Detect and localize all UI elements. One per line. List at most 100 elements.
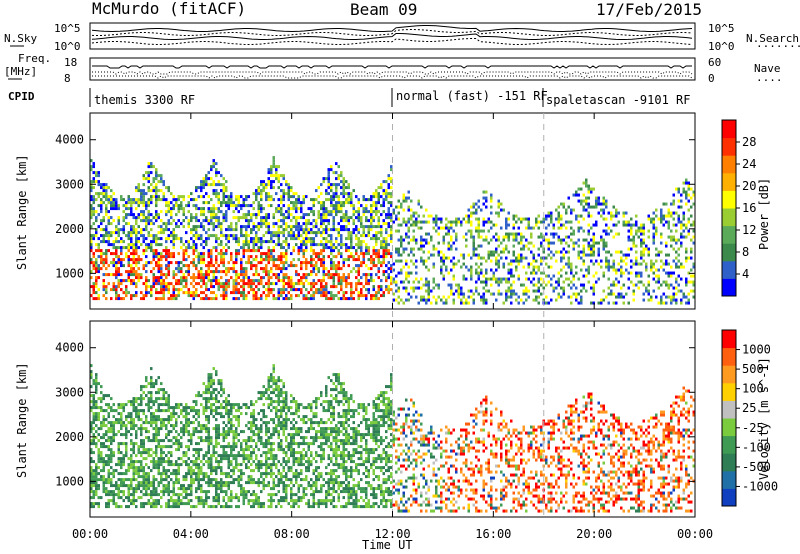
heatmap-cell [550,214,553,218]
heatmap-cell [147,382,150,386]
heatmap-cell [155,279,158,283]
heatmap-cell [492,292,495,296]
heatmap-cell [435,229,438,233]
heatmap-cell [210,234,213,238]
heatmap-cell [517,277,520,281]
heatmap-cell [150,379,153,383]
heatmap-cell [577,229,580,233]
heatmap-cell [612,301,615,305]
heatmap-cell [667,220,670,224]
heatmap-cell [322,204,325,208]
heatmap-cell [225,267,228,271]
heatmap-cell [95,243,98,247]
heatmap-cell [182,258,185,262]
heatmap-cell [195,255,198,259]
heatmap-cell [90,430,93,434]
heatmap-cell [350,231,353,235]
heatmap-cell [135,469,138,473]
heatmap-cell [197,186,200,190]
heatmap-cell [397,205,400,209]
heatmap-cell [92,177,95,181]
heatmap-cell [507,286,510,290]
heatmap-cell [550,298,553,302]
heatmap-cell [425,220,428,224]
heatmap-cell [447,295,450,299]
heatmap-cell [337,273,340,277]
heatmap-cell [685,301,688,305]
heatmap-cell [440,268,443,272]
heatmap-cell [102,475,105,479]
heatmap-cell [227,195,230,199]
heatmap-cell [560,238,563,242]
heatmap-cell [517,274,520,278]
heatmap-cell [107,505,110,509]
heatmap-cell [387,213,390,217]
heatmap-cell [615,277,618,281]
nsky-label: N.Sky [4,32,37,45]
heatmap-cell [380,288,383,292]
heatmap-cell [260,246,263,250]
heatmap-cell [407,280,410,284]
heatmap-cell [280,174,283,178]
heatmap-cell [582,181,585,185]
heatmap-cell [302,240,305,244]
heatmap-cell [615,271,618,275]
heatmap-cell [262,186,265,190]
heatmap-cell [190,237,193,241]
heatmap-cell [560,295,563,299]
heatmap-cell [472,244,475,248]
heatmap-cell [130,231,133,235]
heatmap-cell [137,445,140,449]
heatmap-cell [305,195,308,199]
heatmap-cell [292,234,295,238]
heatmap-cell [295,219,298,223]
heatmap-cell [450,247,453,251]
heatmap-cell [147,201,150,205]
heatmap-cell [692,235,695,239]
heatmap-cell [265,282,268,286]
heatmap-cell [565,208,568,212]
heatmap-cell [300,267,303,271]
heatmap-cell [145,448,148,452]
heatmap-cell [672,235,675,239]
heatmap-cell [157,391,160,395]
heatmap-cell [177,207,180,211]
heatmap-cell [110,478,113,482]
heatmap-cell [105,445,108,449]
heatmap-cell [607,292,610,296]
heatmap-cell [410,238,413,242]
heatmap-cell [155,418,158,422]
heatmap-cell [452,301,455,305]
heatmap-cell [342,192,345,196]
heatmap-cell [130,457,133,461]
heatmap-cell [207,279,210,283]
heatmap-cell [590,286,593,290]
heatmap-cell [150,484,153,488]
heatmap-cell [150,385,153,389]
heatmap-cell [172,463,175,467]
heatmap-cell [262,207,265,211]
heatmap-cell [582,205,585,209]
heatmap-cell [345,192,348,196]
heatmap-cell [337,222,340,226]
heatmap-cell [330,201,333,205]
heatmap-cell [287,195,290,199]
heatmap-cell [577,253,580,257]
heatmap-cell [347,246,350,250]
heatmap-cell [690,256,693,260]
heatmap-cell [125,505,128,509]
heatmap-cell [300,249,303,253]
heatmap-cell [267,288,270,292]
colorbar-segment [722,137,736,156]
heatmap-cell [372,297,375,301]
heatmap-cell [572,277,575,281]
heatmap-cell [157,418,160,422]
heatmap-cell [92,255,95,259]
heatmap-cell [195,207,198,211]
heatmap-cell [127,496,130,500]
heatmap-cell [305,213,308,217]
heatmap-cell [435,298,438,302]
heatmap-cell [130,415,133,419]
heatmap-cell [292,282,295,286]
heatmap-cell [115,207,118,211]
